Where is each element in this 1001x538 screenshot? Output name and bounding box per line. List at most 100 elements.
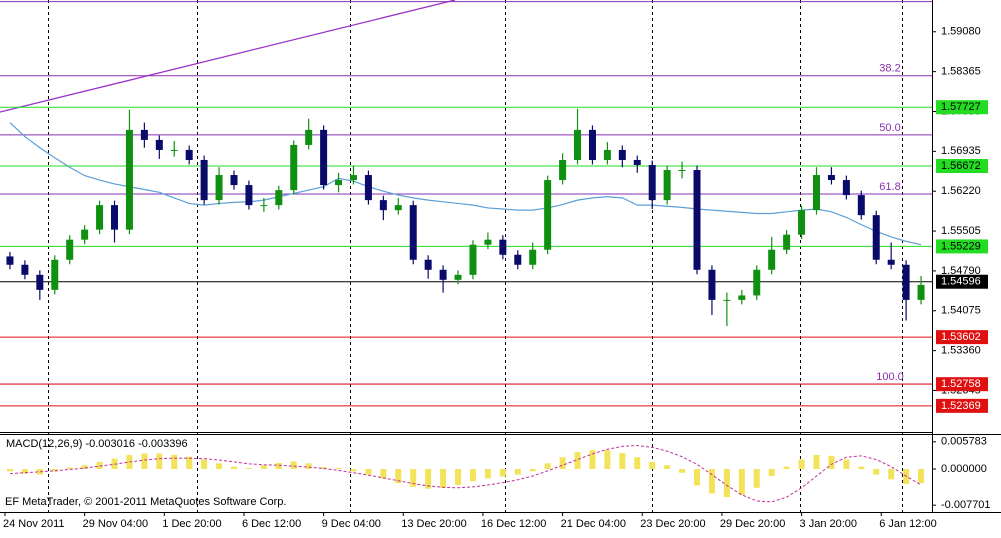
macd-bar — [589, 450, 596, 469]
fib-label: 61.8 — [879, 181, 900, 193]
candle-body — [827, 175, 835, 181]
candle-body — [887, 259, 895, 265]
x-tick-label: 3 Jan 20:00 — [800, 518, 858, 530]
macd-bar — [499, 468, 506, 477]
macd-bar — [843, 459, 850, 469]
x-tick-label: 1 Dec 20:00 — [162, 518, 221, 530]
macd-bar — [141, 453, 148, 469]
y-tick-label: 1.54790 — [941, 265, 981, 277]
y-tick-label: 1.54075 — [941, 305, 981, 317]
macd-bar — [619, 453, 626, 469]
candle-body — [648, 164, 656, 201]
macd-title: MACD(12,26,9) -0.003016 -0.003396 — [6, 438, 188, 450]
candle-body — [364, 175, 372, 201]
macd-signal — [9, 444, 922, 503]
y-tick-label: 1.55505 — [941, 225, 981, 237]
level-tag — [936, 239, 988, 254]
candle-body — [693, 170, 701, 270]
macd-bar — [171, 454, 178, 469]
macd-bar — [813, 454, 820, 469]
macd-bar — [664, 465, 671, 469]
macd-bar — [96, 461, 103, 469]
macd-bar — [604, 450, 611, 469]
candle-body — [618, 149, 626, 160]
macd-bar — [216, 463, 223, 469]
trendline — [0, 0, 456, 113]
macd-y-tick-label: -0.007701 — [941, 499, 991, 511]
macd-bar — [305, 463, 312, 469]
candle-body — [275, 190, 283, 206]
candle-body — [857, 195, 865, 216]
candle-body — [51, 259, 59, 290]
macd-bar — [484, 468, 491, 479]
candle-body — [96, 205, 104, 230]
candle-body — [917, 284, 925, 300]
candle-body — [842, 180, 850, 196]
macd-bar — [36, 468, 43, 475]
price-plot: 38.2 50.0 61.8 100.0 — [0, 0, 932, 407]
candle-body — [738, 295, 746, 300]
candle-body — [305, 129, 313, 145]
level-tag — [936, 100, 988, 115]
candle-body — [723, 299, 731, 301]
candle-body — [454, 274, 462, 280]
macd-bar — [335, 468, 342, 469]
candle-body — [499, 239, 507, 255]
x-tick-label: 29 Nov 04:00 — [83, 518, 148, 530]
macd-bar — [679, 468, 686, 473]
candle-body — [588, 129, 596, 160]
day-separators — [48, 0, 903, 512]
candle-body — [349, 175, 357, 181]
candle-body — [872, 215, 880, 260]
candle-body — [439, 269, 447, 280]
candle-body — [768, 249, 776, 270]
macd-bar — [425, 468, 432, 489]
x-tick-label: 16 Dec 12:00 — [481, 518, 546, 530]
macd-bar — [768, 468, 775, 477]
level-tag-label: 1.52758 — [941, 378, 981, 390]
macd-bar — [230, 466, 237, 469]
candle-body — [529, 249, 537, 265]
candle-body — [678, 170, 686, 172]
candle-body — [260, 205, 268, 207]
moving-average — [9, 122, 922, 246]
macd-bar — [649, 461, 656, 469]
candle-body — [81, 229, 89, 240]
macd-y-tick-label: 0.005783 — [941, 436, 987, 448]
candle-body — [753, 269, 761, 296]
macd-bar — [365, 468, 372, 475]
macd-bar — [544, 463, 551, 469]
candle-body — [514, 254, 522, 265]
candle-body — [170, 149, 178, 151]
candle-body — [559, 159, 567, 181]
macd-bar — [723, 468, 730, 498]
macd-bar — [275, 462, 282, 469]
candle-body — [111, 205, 119, 230]
level-tag-label: 1.54596 — [941, 276, 981, 288]
macd-bar — [51, 468, 58, 472]
macd-bar — [201, 459, 208, 469]
macd-bar — [21, 468, 28, 474]
level-tag — [936, 158, 988, 173]
macd-bar — [559, 457, 566, 469]
candle-body — [379, 200, 387, 211]
candle-body — [125, 129, 133, 230]
candle-body — [140, 129, 148, 140]
macd-bar — [694, 468, 701, 486]
candle-body — [230, 175, 238, 186]
x-tick-label: 6 Dec 12:00 — [242, 518, 301, 530]
level-tag-label: 1.53602 — [941, 331, 981, 343]
macd-bar — [186, 456, 193, 469]
candle-body — [21, 264, 29, 275]
candle-body — [185, 149, 193, 160]
candle-body — [36, 274, 44, 290]
macd-bar — [738, 468, 745, 495]
macd-bar — [708, 468, 715, 494]
macd-bar — [380, 468, 387, 479]
level-tag — [936, 377, 988, 392]
macd-bar — [798, 459, 805, 469]
candle-body — [290, 144, 298, 191]
candle-body — [200, 159, 208, 201]
